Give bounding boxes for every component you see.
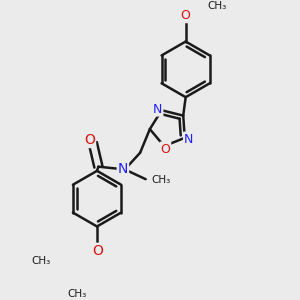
- Text: O: O: [181, 9, 190, 22]
- Text: CH₃: CH₃: [68, 289, 87, 298]
- Text: O: O: [84, 133, 95, 147]
- Text: CH₃: CH₃: [152, 175, 171, 185]
- Text: N: N: [153, 103, 163, 116]
- Text: N: N: [118, 162, 128, 176]
- Text: N: N: [184, 133, 193, 146]
- Text: O: O: [92, 244, 103, 258]
- Text: CH₃: CH₃: [208, 1, 227, 11]
- Text: O: O: [160, 142, 170, 155]
- Text: CH₃: CH₃: [31, 256, 50, 266]
